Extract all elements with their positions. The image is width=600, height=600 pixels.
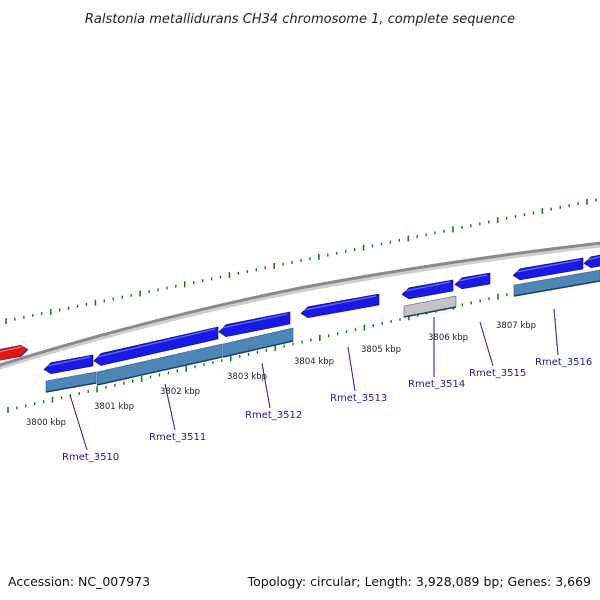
gene-arrow — [43, 354, 94, 375]
gene-arrow-highlight — [303, 295, 377, 311]
gene-label[interactable]: Rmet_3514 — [408, 379, 465, 390]
inner-tick-marks — [7, 272, 597, 413]
scale-label: 3804 kbp — [294, 357, 334, 367]
gene-leader-line — [261, 362, 271, 409]
gene-arrow-highlight — [404, 281, 451, 292]
summary-text: Topology: circular; Length: 3,928,089 bp… — [247, 574, 591, 589]
feature-bar — [45, 371, 97, 393]
gene-arrow-red — [0, 344, 29, 361]
gene-leader-line — [69, 394, 88, 451]
gene-arrow-highlight — [586, 256, 600, 261]
gene-arrow-highlight — [221, 313, 288, 329]
scale-label: 3806 kbp — [428, 333, 468, 343]
feature-bar-edge — [513, 280, 600, 297]
gene-leader-line — [479, 321, 494, 367]
scale-label: 3800 kbp — [26, 418, 66, 428]
gene-arrow — [583, 254, 600, 269]
gene-arrow — [300, 293, 380, 319]
gene-arrow — [454, 272, 491, 290]
feature-bars — [45, 269, 600, 393]
feature-bar-edge — [45, 382, 97, 393]
feature-bar-edge — [222, 340, 294, 358]
gene-arrow — [93, 326, 219, 366]
map-title: Ralstonia metallidurans CH34 chromosome … — [85, 12, 515, 27]
gene-arrow — [512, 257, 584, 281]
gene-label[interactable]: Rmet_3513 — [330, 393, 387, 404]
scale-label: 3802 kbp — [160, 387, 200, 397]
backbone — [0, 241, 600, 370]
gene-leader-line — [553, 308, 559, 356]
gene-arrow-highlight — [46, 356, 91, 367]
scale-label: 3807 kbp — [496, 321, 536, 331]
accession-text: Accession: NC_007973 — [8, 574, 150, 589]
scale-label: 3801 kbp — [94, 402, 134, 412]
gene-label[interactable]: Rmet_3511 — [149, 432, 206, 443]
scale-label: 3803 kbp — [227, 372, 267, 382]
gene-label[interactable]: Rmet_3512 — [245, 410, 302, 421]
gene-arrow — [218, 311, 291, 337]
backbone-line — [0, 241, 600, 367]
gene-label[interactable]: Rmet_3516 — [535, 357, 592, 368]
backbone-shadow — [0, 242, 600, 370]
gene-arrow-highlight — [515, 259, 581, 273]
feature-bar-gray-edge — [403, 306, 457, 318]
gene-arrows — [0, 254, 600, 375]
gene-label[interactable]: Rmet_3515 — [469, 368, 526, 379]
gene-arrow-highlight — [96, 328, 216, 358]
gene-leader-line — [164, 383, 176, 431]
gene-leader-line — [347, 346, 356, 392]
scale-label: 3805 kbp — [361, 345, 401, 355]
feature-bar-edge — [96, 356, 223, 386]
gene-label[interactable]: Rmet_3510 — [62, 452, 119, 463]
feature-bar — [513, 269, 600, 297]
scale-labels: 3800 kbp 3801 kbp 3802 kbp 3803 kbp 3804 kbp… — [26, 321, 536, 428]
gene-arrow — [401, 279, 454, 300]
gene-arrow-highlight — [457, 274, 488, 282]
gene-arrow-red-highlight — [0, 345, 26, 353]
gene-labels: Rmet_3510 Rmet_3511 Rmet_3512 Rmet_3513 Rmet… — [62, 308, 592, 463]
outer-tick-marks — [5, 198, 597, 324]
feature-bar-gray — [403, 295, 457, 318]
